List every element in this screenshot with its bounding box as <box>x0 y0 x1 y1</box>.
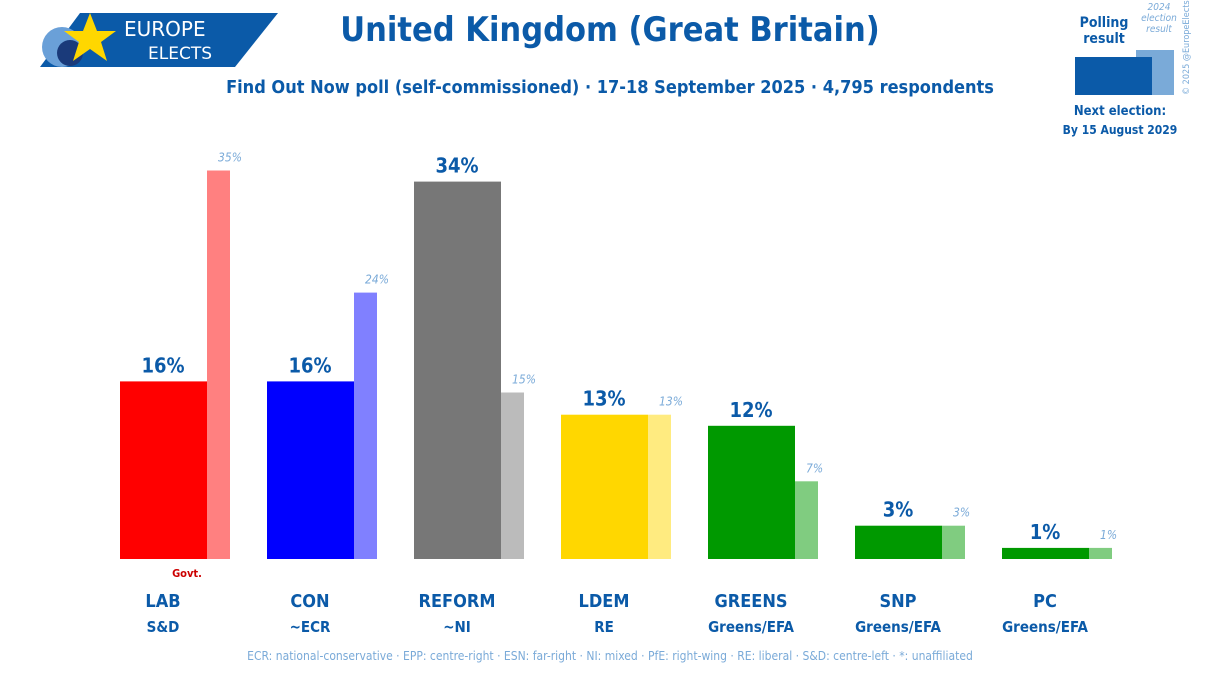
copyright: © 2025 @EuropeElects <box>1182 0 1192 95</box>
bar-polling-greens <box>708 425 795 559</box>
bar-polling-snp <box>855 525 942 559</box>
value-label-polling: 16% <box>141 353 184 377</box>
group-label: S&D <box>147 618 180 636</box>
value-label-polling: 34% <box>435 154 478 178</box>
page-title: United Kingdom (Great Britain) <box>340 10 880 50</box>
bar-previous-reform <box>501 392 524 559</box>
next-election-label: Next election: <box>1073 104 1167 119</box>
bar-chart: 16% 35% LAB S&D 16% 24% CON ~ECR 34% 15% REFORM ~NI… <box>120 151 1117 636</box>
category-label: PC <box>1033 591 1057 612</box>
bar-polling-pc <box>1002 547 1089 559</box>
legend-polling-swatch <box>1075 57 1152 95</box>
category-label: LAB <box>145 591 180 612</box>
legend: Polling result 2024 election result © 20… <box>1060 0 1215 145</box>
europe-elects-logo: EUROPE ELECTS <box>40 13 278 67</box>
group-label: RE <box>594 618 614 636</box>
value-label-previous: 24% <box>365 273 389 287</box>
value-label-polling: 12% <box>729 398 772 422</box>
logo-text-elects: ELECTS <box>148 44 212 64</box>
legend-polling-label: Polling result <box>1079 15 1129 47</box>
bar-previous-greens <box>795 481 818 559</box>
category-label: SNP <box>879 591 916 612</box>
legend-previous-label: 2024 election result <box>1141 2 1177 35</box>
value-label-previous: 15% <box>512 373 536 387</box>
value-label-previous: 7% <box>806 461 823 475</box>
bar-previous-lab <box>207 170 230 559</box>
value-label-polling: 13% <box>582 387 625 411</box>
bar-polling-con <box>267 381 354 559</box>
next-election-date: By 15 August 2029 <box>1062 123 1178 137</box>
category-label: REFORM <box>419 591 496 612</box>
bar-polling-ldem <box>561 414 648 559</box>
footnote: ECR: national-conservative · EPP: centre… <box>247 649 973 663</box>
group-label: Greens/EFA <box>1002 618 1088 636</box>
bar-previous-ldem <box>648 414 671 559</box>
group-label: Greens/EFA <box>855 618 941 636</box>
value-label-polling: 16% <box>288 353 331 377</box>
logo-text-europe: EUROPE <box>124 17 206 41</box>
category-label: GREENS <box>714 591 787 612</box>
subtitle: Find Out Now poll (self-commissioned) · … <box>226 77 994 98</box>
value-label-previous: 1% <box>1100 528 1117 542</box>
value-label-previous: 3% <box>953 506 970 520</box>
bar-previous-con <box>354 292 377 559</box>
bar-previous-pc <box>1089 547 1112 559</box>
group-label: ~NI <box>443 618 471 636</box>
value-label-polling: 3% <box>883 498 914 522</box>
bar-previous-snp <box>942 525 965 559</box>
group-label: ~ECR <box>290 618 331 636</box>
govt-annotation: Govt. <box>172 567 202 580</box>
value-label-previous: 35% <box>218 151 242 165</box>
category-label: LDEM <box>579 591 630 612</box>
bar-polling-reform <box>414 181 501 559</box>
group-label: Greens/EFA <box>708 618 794 636</box>
value-label-previous: 13% <box>659 395 683 409</box>
category-label: CON <box>290 591 329 612</box>
bar-polling-lab <box>120 381 207 559</box>
value-label-polling: 1% <box>1030 520 1061 544</box>
